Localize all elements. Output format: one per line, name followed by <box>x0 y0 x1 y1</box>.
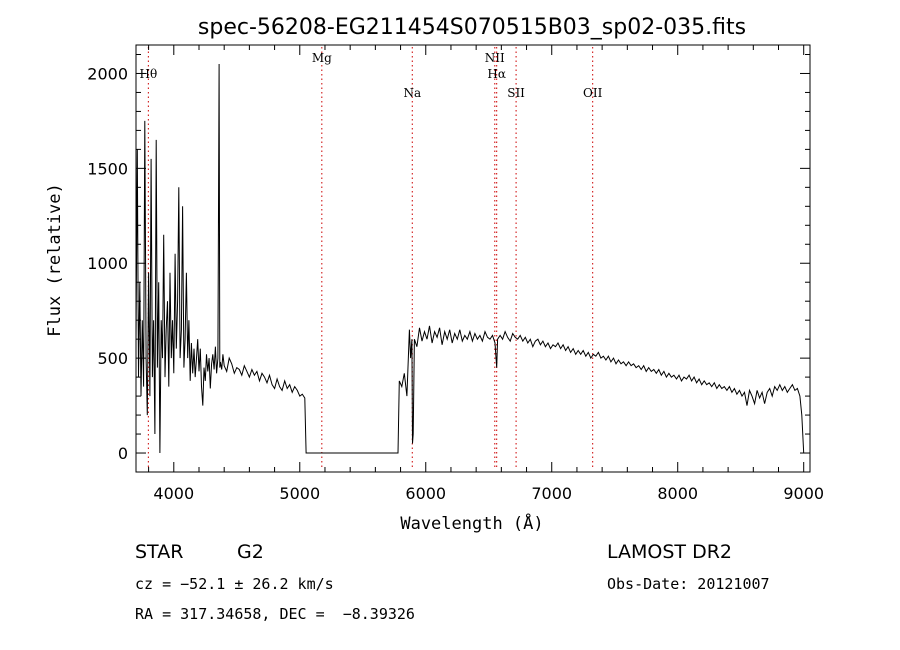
x-tick-label: 4000 <box>153 484 194 503</box>
object-class: STAR <box>135 541 184 563</box>
x-tick-label: 6000 <box>405 484 446 503</box>
line-marker-label: NII <box>485 51 505 65</box>
object-subclass: G2 <box>237 541 264 563</box>
line-marker-label: Hα <box>487 67 506 81</box>
line-marker-label: Hθ <box>139 67 157 81</box>
x-axis-label: Wavelength (Å) <box>400 512 543 534</box>
survey-name: LAMOST DR2 <box>607 541 732 563</box>
y-tick-label: 1000 <box>87 254 128 273</box>
x-tick-label: 5000 <box>279 484 320 503</box>
y-tick-label: 1500 <box>87 159 128 178</box>
line-marker-label: Mg <box>312 51 332 65</box>
x-tick-label: 8000 <box>657 484 698 503</box>
spectrum-series-line <box>135 63 805 454</box>
chart-title: spec-56208-EG211454S070515B03_sp02-035.f… <box>198 15 746 40</box>
y-tick-label: 0 <box>118 444 128 463</box>
coords-text: RA = 317.34658, DEC = −8.39326 <box>135 605 415 623</box>
x-tick-label: 9000 <box>783 484 824 503</box>
plot-frame <box>135 44 811 473</box>
obs-date: Obs-Date: 20121007 <box>607 575 770 593</box>
axis-ticks: 4000 5000 6000 7000 8000 9000 0 500 1000 1500 2000 <box>87 45 824 503</box>
line-marker-label: OII <box>583 86 603 100</box>
line-marker-label: SII <box>507 86 525 100</box>
y-tick-label: 2000 <box>87 64 128 83</box>
line-marker-label: Na <box>403 86 421 100</box>
y-tick-label: 500 <box>97 349 128 368</box>
x-tick-label: 7000 <box>531 484 572 503</box>
redshift-text: cz = −52.1 ± 26.2 km/s <box>135 575 334 593</box>
y-axis-label: Flux (relative) <box>45 183 65 337</box>
